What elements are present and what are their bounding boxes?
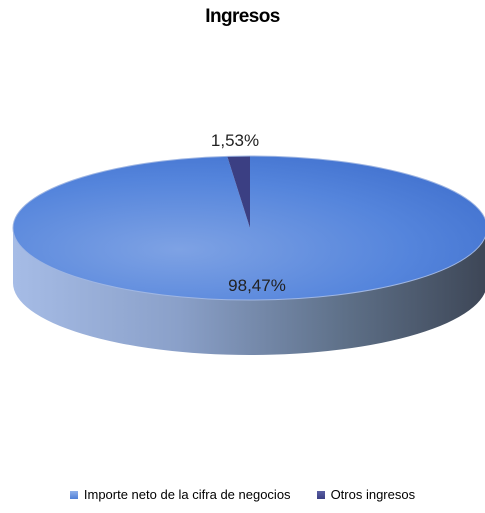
legend-swatch-importe [69,490,78,499]
pie-side-wall [13,228,485,355]
legend-label-importe: Importe neto de la cifra de negocios [83,487,291,502]
pie-rim [12,155,485,301]
slice-otros [227,156,250,228]
legend-label-otros: Otros ingresos [330,487,416,502]
legend-item-otros: Otros ingresos [316,487,416,502]
data-label-importe: 98,47% [228,276,286,295]
chart-title: Ingresos [205,6,280,27]
legend-swatch-otros [316,490,325,499]
legend-item-importe: Importe neto de la cifra de negocios [69,487,291,502]
data-label-otros: 1,53% [211,131,259,150]
legend: Importe neto de la cifra de negocios Otr… [0,487,485,502]
slice-importe [13,156,485,300]
